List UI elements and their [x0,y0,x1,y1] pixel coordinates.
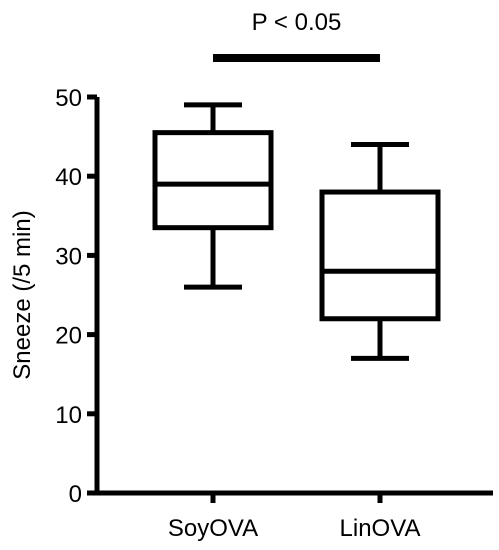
box-linova [319,142,441,361]
box-series [152,102,441,361]
y-tick-label: 10 [55,402,82,429]
significance-annotation: P < 0.05 [213,9,380,62]
iqr-box [319,189,441,322]
y-tick-label: 20 [55,323,82,350]
y-axis: 0 10 20 30 40 50 [55,85,100,508]
significance-label: P < 0.05 [252,9,342,36]
y-tick-label: 50 [55,85,82,112]
box-soyova [152,102,274,290]
x-category-label: LinOVA [340,515,421,542]
y-tick-label: 0 [69,481,82,508]
x-category-label: SoyOVA [168,515,258,542]
iqr-box [152,130,274,231]
y-axis-title: Sneeze (/5 min) [9,210,36,379]
x-axis: SoyOVA LinOVA [94,490,493,542]
y-tick-label: 40 [55,164,82,191]
y-tick-label: 30 [55,243,82,270]
